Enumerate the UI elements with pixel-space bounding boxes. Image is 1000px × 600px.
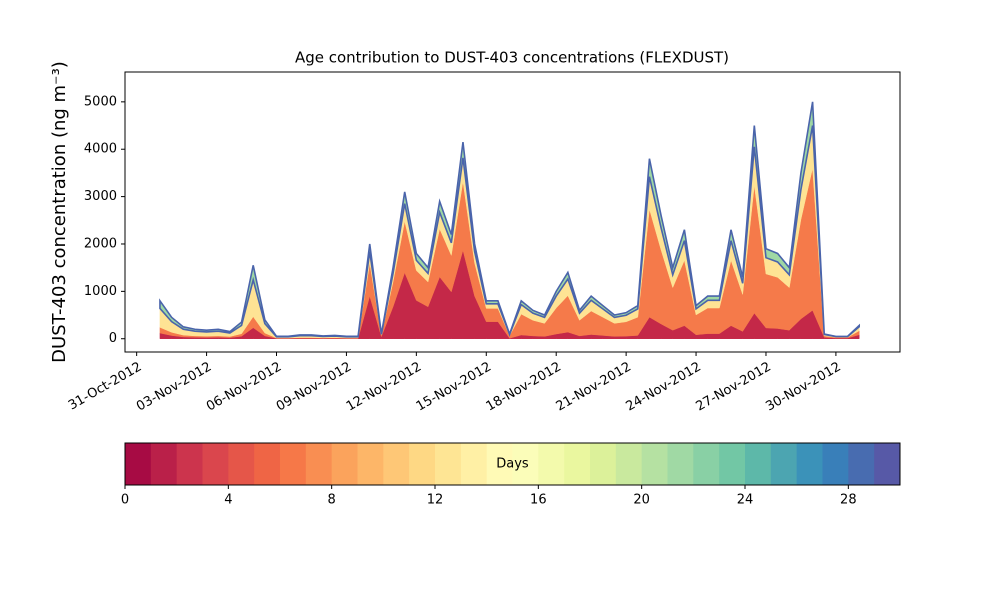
x-tick-label: 09-Nov-2012 <box>274 360 354 415</box>
colorbar-cell <box>150 443 178 485</box>
area-layer <box>159 101 861 338</box>
colorbar-cell <box>641 443 668 485</box>
y-tick-label: 2000 <box>84 236 117 251</box>
colorbar-cell <box>460 443 488 485</box>
colorbar-cell <box>796 443 823 485</box>
colorbar-cell <box>770 443 798 485</box>
colorbar-tick-label: 0 <box>121 493 129 508</box>
colorbar-cell <box>538 443 565 485</box>
colorbar-cell <box>280 443 307 485</box>
x-tick-label: 30-Nov-2012 <box>763 360 843 415</box>
colorbar-cell <box>331 443 358 485</box>
colorbar-label: Days <box>496 457 529 472</box>
colorbar-cell <box>615 443 643 485</box>
y-tick-label: 0 <box>109 331 117 346</box>
y-tick-label: 4000 <box>84 142 117 157</box>
colorbar-cell <box>383 443 410 485</box>
colorbar-cell <box>125 443 152 485</box>
colorbar-cell <box>667 443 694 485</box>
x-tick-label: 15-Nov-2012 <box>414 360 494 415</box>
colorbar-cell <box>202 443 229 485</box>
colorbar-tick-label: 8 <box>328 493 336 508</box>
chart-title: Age contribution to DUST-403 concentrati… <box>295 49 729 67</box>
colorbar-tick-label: 12 <box>427 493 444 508</box>
colorbar-tick-label: 28 <box>840 493 857 508</box>
colorbar-tick-label: 24 <box>737 493 754 508</box>
x-tick-label: 27-Nov-2012 <box>693 360 773 415</box>
colorbar-cell <box>486 443 513 485</box>
area-layer <box>159 168 860 339</box>
x-tick-label: 24-Nov-2012 <box>624 360 704 415</box>
colorbar-cell <box>564 443 591 485</box>
colorbar-cell <box>719 443 746 485</box>
x-tick-label: 18-Nov-2012 <box>484 360 564 415</box>
colorbar-tick-label: 20 <box>633 493 650 508</box>
colorbar-cell <box>409 443 436 485</box>
colorbar-tick-label: 16 <box>530 493 547 508</box>
x-tick-label: 03-Nov-2012 <box>134 360 214 415</box>
plot-frame <box>124 71 901 353</box>
y-axis-label: DUST-403 concentration (ng m⁻³) <box>49 61 70 363</box>
colorbar-cell <box>874 443 901 485</box>
colorbar-cell <box>176 443 203 485</box>
colorbar-cell <box>228 443 255 485</box>
y-tick-label: 5000 <box>84 94 117 109</box>
x-tick-label: 21-Nov-2012 <box>554 360 634 415</box>
colorbar-cell <box>590 443 617 485</box>
colorbar-cell <box>693 443 720 485</box>
colorbar-frame <box>124 442 901 486</box>
colorbar-cell <box>822 443 849 485</box>
colorbar-cell <box>357 443 384 485</box>
x-tick-label: 31-Oct-2012 <box>66 360 144 414</box>
y-tick-label: 3000 <box>84 189 117 204</box>
x-tick-label: 12-Nov-2012 <box>344 360 424 415</box>
colorbar-cell <box>745 443 772 485</box>
colorbar-cell <box>305 443 333 485</box>
colorbar-tick-label: 4 <box>224 493 232 508</box>
colorbar-cell <box>512 443 539 485</box>
x-tick-label: 06-Nov-2012 <box>204 360 284 415</box>
colorbar-cell <box>254 443 281 485</box>
y-tick-label: 1000 <box>84 284 117 299</box>
colorbar-cell <box>848 443 875 485</box>
colorbar-cell <box>435 443 462 485</box>
